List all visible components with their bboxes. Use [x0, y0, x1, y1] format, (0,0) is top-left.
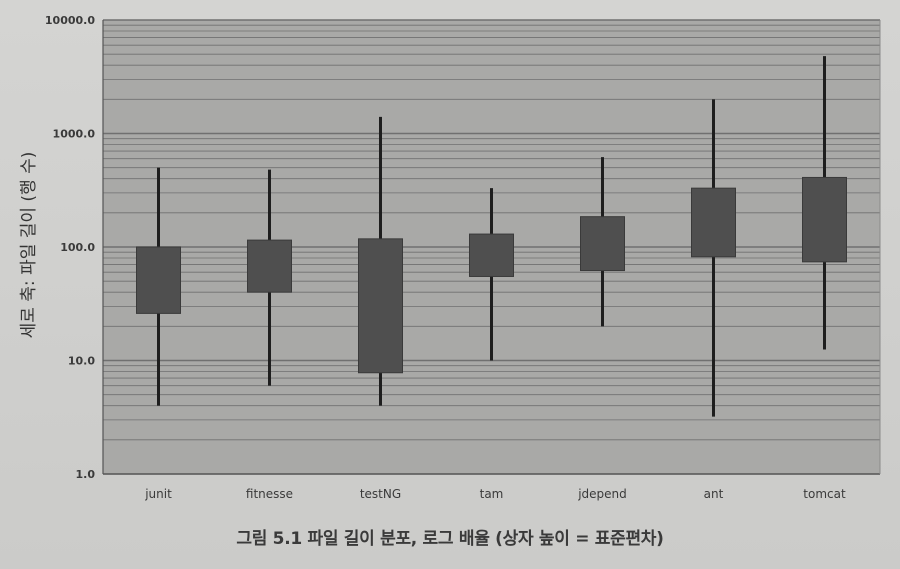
category-labels: junit fitnesse testNG tam jdepend ant tomcat [144, 487, 846, 501]
x-category-label: testNG [360, 487, 401, 501]
box-junit [136, 246, 181, 314]
x-category-label: junit [144, 487, 172, 501]
figure-caption: 그림 5.1 파일 길이 분포, 로그 배율 (상자 높이 = 표준편차) [236, 529, 664, 549]
box-group-junit [136, 167, 181, 406]
x-category-label: fitnesse [246, 487, 293, 501]
box-jdepend [580, 216, 625, 272]
box-tam [469, 233, 514, 277]
box-group-jdepend [580, 157, 625, 327]
box-fitnesse [247, 239, 292, 293]
y-tick-label: 10000.0 [45, 14, 95, 27]
x-category-label: ant [704, 487, 724, 501]
x-category-label: tomcat [803, 487, 846, 501]
box-group-tomcat [802, 56, 847, 350]
box-testNG [358, 238, 403, 374]
x-category-label: tam [480, 487, 504, 501]
box-tomcat [802, 176, 847, 263]
y-tick-label: 10.0 [68, 355, 95, 368]
axes [102, 20, 881, 475]
boxes [136, 56, 847, 417]
y-tick-label: 1.0 [76, 468, 96, 481]
box-ant [691, 187, 736, 258]
box-group-ant [691, 99, 736, 417]
box-group-testNG [358, 116, 403, 406]
y-tick-label: 1000.0 [53, 128, 96, 141]
box-group-tam [469, 188, 514, 361]
y-axis-title: 세로 축: 파일 길이 (행 수) [19, 152, 39, 339]
x-category-label: jdepend [577, 487, 627, 501]
box-group-fitnesse [247, 169, 292, 386]
y-tick-labels: 1.0 10.0 100.0 1000.0 10000.0 [45, 14, 95, 481]
y-tick-label: 100.0 [60, 241, 95, 254]
